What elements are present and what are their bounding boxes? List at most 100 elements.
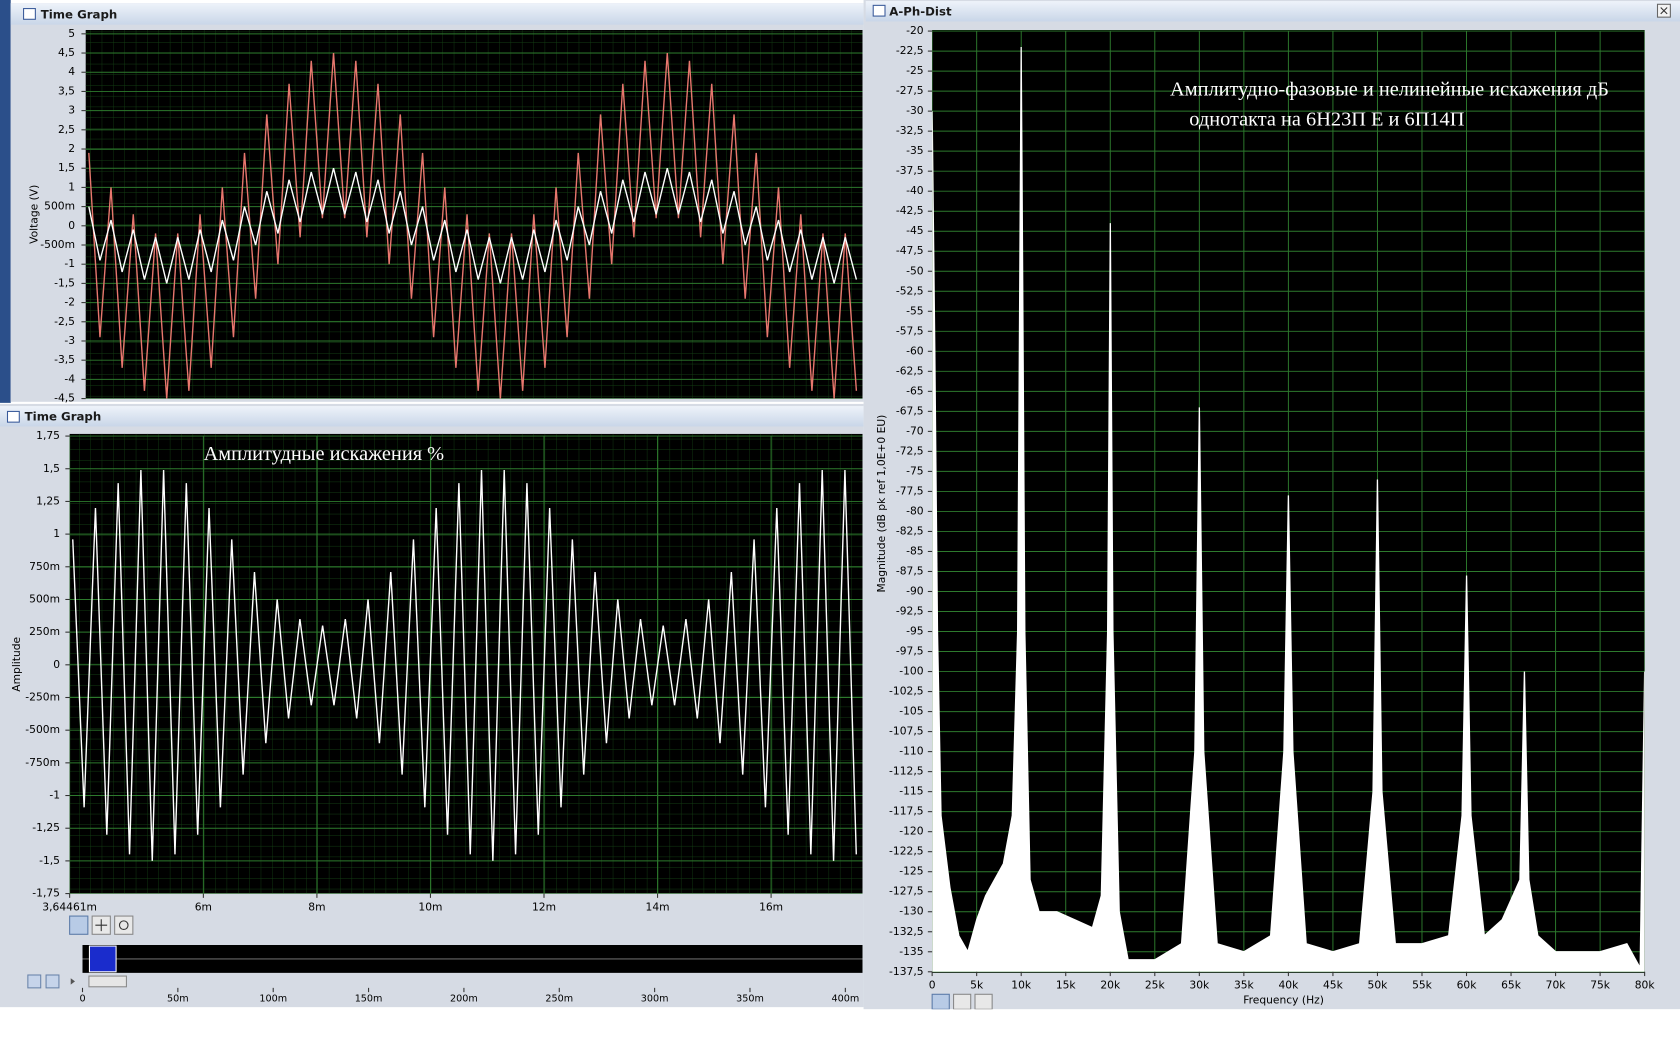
- y-tick-label: -45: [906, 224, 923, 237]
- graph-toolbar: [931, 993, 993, 1010]
- y-tick-label: 5: [68, 27, 75, 40]
- y-tick-label: 250m: [29, 625, 60, 638]
- graph-toolbar: [69, 915, 134, 935]
- y-tick-label: 4,5: [58, 46, 75, 59]
- x-tick-label: 10k: [1011, 979, 1032, 992]
- x-tick-label: 70k: [1546, 979, 1567, 992]
- y-tick-label: -115: [899, 785, 923, 798]
- x-tick-label: 65k: [1501, 979, 1522, 992]
- y-tick-label: -75: [906, 464, 923, 477]
- desktop-edge: [0, 0, 11, 403]
- y-tick-label: 2: [68, 142, 75, 155]
- x-tick-label: 50k: [1368, 979, 1389, 992]
- pan-button[interactable]: [114, 915, 134, 935]
- cursor-button[interactable]: [953, 993, 972, 1010]
- y-tick-label: -80: [906, 504, 924, 517]
- y-tick-label: -92,5: [896, 605, 924, 618]
- y-tick-label: -57,5: [896, 324, 924, 337]
- plot-layer: [85, 33, 863, 399]
- y-tick-label: 2,5: [58, 123, 75, 136]
- x-axis-label: Frequency (Hz): [1243, 994, 1324, 1007]
- y-tick-label: -500m: [25, 723, 60, 736]
- y-tick-label: -1: [64, 257, 75, 270]
- y-tick-label: -47,5: [896, 244, 924, 257]
- annotation: Амплитудно-фазовые и нелинейные искажени…: [1170, 79, 1609, 101]
- overview-tick-label: 250m: [545, 994, 573, 1005]
- y-tick-label: -87,5: [896, 564, 924, 577]
- scroll-thumb[interactable]: [88, 975, 127, 988]
- y-tick-label: -82,5: [896, 524, 924, 537]
- y-axis-label: Amplitude: [10, 636, 23, 691]
- x-tick-label: 15k: [1056, 979, 1077, 992]
- scroll-left[interactable]: [70, 978, 75, 985]
- blank-area: [0, 1009, 1680, 1050]
- y-tick-label: -3,5: [54, 353, 75, 366]
- y-tick-label: -102,5: [889, 685, 924, 698]
- y-tick-label: 3: [68, 104, 75, 117]
- y-tick-label: -107,5: [889, 725, 924, 738]
- zoom-out-button[interactable]: [27, 974, 42, 989]
- y-tick-label: -1,5: [39, 854, 60, 867]
- x-tick-label: 8m: [308, 901, 325, 914]
- y-tick-label: -4,5: [54, 392, 75, 405]
- plot-layer: [932, 30, 1645, 973]
- y-tick-label: -67,5: [896, 404, 924, 417]
- y-tick-label: -65: [906, 384, 923, 397]
- close-icon: [1660, 7, 1668, 15]
- window-icon: [23, 8, 36, 20]
- y-tick-label: -2,5: [54, 315, 75, 328]
- y-tick-label: -750m: [25, 756, 60, 769]
- y-tick-label: -120: [899, 825, 923, 838]
- x-tick-label: 30k: [1189, 979, 1210, 992]
- x-tick-label: 20k: [1100, 979, 1121, 992]
- x-tick-label: 0: [929, 979, 936, 992]
- y-tick-label: -112,5: [889, 765, 924, 778]
- waveform: [72, 470, 857, 861]
- plot-layer: [69, 435, 863, 894]
- y-tick-label: 500m: [29, 592, 60, 605]
- overview-tick-label: 400m: [831, 994, 859, 1005]
- y-tick-label: -32,5: [896, 124, 924, 137]
- x-tick-label: 6m: [195, 901, 212, 914]
- y-tick-label: -85: [906, 544, 923, 557]
- pan-icon: [118, 920, 129, 930]
- window-icon: [872, 4, 886, 17]
- zoom-in-button[interactable]: [45, 974, 60, 989]
- y-tick-label: 1: [68, 180, 75, 193]
- minor-grid: [85, 30, 863, 399]
- overview-tick-label: 150m: [355, 994, 383, 1005]
- y-tick-label: -1,75: [32, 887, 60, 900]
- y-tick-label: -4: [64, 372, 75, 385]
- y-tick-label: 1: [53, 527, 60, 540]
- y-tick-label: -42,5: [896, 204, 924, 217]
- x-tick-label: 80k: [1635, 979, 1656, 992]
- y-tick-label: 1,5: [58, 161, 75, 174]
- y-tick-label: -125: [899, 865, 923, 878]
- y-tick-label: -100: [899, 665, 923, 678]
- y-tick-label: -77,5: [896, 484, 924, 497]
- x-tick-label: 16m: [759, 901, 783, 914]
- y-tick-label: -22,5: [896, 44, 924, 57]
- y-tick-label: 1,5: [43, 462, 60, 475]
- y-axis-label: Magnitude (dB pk ref 1,0E+0 EU): [875, 415, 888, 593]
- title-bar[interactable]: [10, 3, 864, 25]
- x-tick-label: 45k: [1323, 979, 1344, 992]
- y-tick-label: -127,5: [889, 885, 924, 898]
- x-tick-label: 75k: [1590, 979, 1611, 992]
- zoom-button[interactable]: [931, 993, 950, 1010]
- pan-button[interactable]: [974, 993, 993, 1010]
- title-bar[interactable]: [865, 1, 1680, 22]
- title-bar[interactable]: [0, 406, 864, 427]
- overview-tick-label: 200m: [450, 994, 478, 1005]
- annotation: Амплитудные искажения %: [204, 443, 445, 465]
- y-tick-label: -105: [899, 705, 923, 718]
- y-tick-label: -40: [906, 184, 924, 197]
- y-tick-label: -55: [906, 304, 923, 317]
- y-tick-label: -117,5: [889, 805, 924, 818]
- overview-tick-label: 350m: [736, 994, 764, 1005]
- y-tick-label: 750m: [29, 560, 60, 573]
- y-tick-label: -60: [906, 344, 924, 357]
- y-tick-label: -2: [64, 296, 75, 309]
- zoom-button[interactable]: [69, 915, 89, 935]
